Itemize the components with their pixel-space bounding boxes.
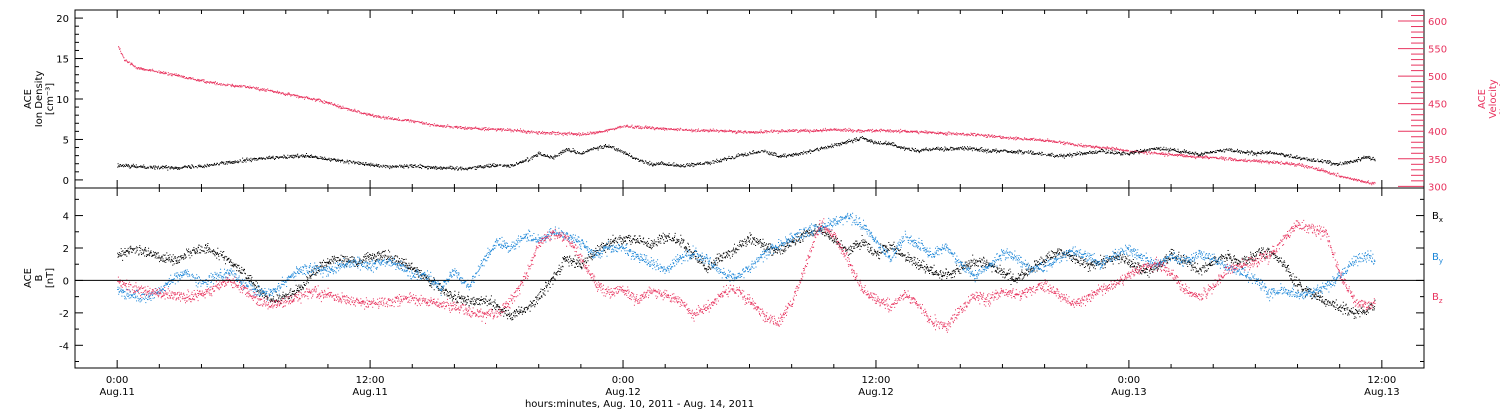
bx-series <box>117 224 1376 321</box>
x-tick-date: Aug.12 <box>858 387 893 398</box>
velocity-axis-title-line: ACE <box>1477 89 1488 109</box>
density-axis-title-line: Ion Density <box>34 71 45 128</box>
x-tick-date: Aug.13 <box>1111 387 1146 398</box>
b-tick-label: 2 <box>63 244 69 255</box>
x-axis-title: hours:minutes, Aug. 10, 2011 - Aug. 14, … <box>525 399 754 410</box>
b-tick-label: 0 <box>63 276 69 287</box>
density-tick-label: 5 <box>63 135 69 146</box>
velocity-tick-label: 450 <box>1428 100 1447 111</box>
x-tick-time: 0:00 <box>1118 375 1140 386</box>
velocity-tick-label: 550 <box>1428 45 1447 56</box>
velocity-series <box>118 46 1376 186</box>
axis-labels: hours:minutes, Aug. 10, 2011 - Aug. 14, … <box>23 71 1500 410</box>
axis-ticks: 0 5 10 15 20 300 350 400 450 500 550 600 -4 -2 0 2 4 0:00… <box>56 10 1447 398</box>
by-label: By <box>1432 252 1443 265</box>
bottom-panel-frame <box>74 187 1425 369</box>
b-tick-label: 4 <box>63 212 69 223</box>
x-tick-time: 0:00 <box>612 375 634 386</box>
b-axis-title-line: ACE <box>23 268 34 288</box>
density-axis-title: ACE Ion Density [cm⁻³] <box>23 71 56 128</box>
x-tick-date: Aug.12 <box>605 387 640 398</box>
x-tick-time: 12:00 <box>356 375 385 386</box>
density-axis-title-line: [cm⁻³] <box>45 83 56 115</box>
b-tick-label: -4 <box>59 341 69 352</box>
b-axis-title-line: B <box>34 274 45 281</box>
density-tick-label: 0 <box>63 176 69 187</box>
x-tick-time: 12:00 <box>862 375 891 386</box>
velocity-tick-label: 350 <box>1428 155 1447 166</box>
velocity-tick-label: 300 <box>1428 182 1447 193</box>
bx-label: Bx <box>1432 211 1443 224</box>
x-tick-time: 12:00 <box>1367 375 1396 386</box>
velocity-axis-title-line: Velocity <box>1488 79 1499 118</box>
velocity-tick-label: 600 <box>1428 17 1447 28</box>
top-panel-frame <box>74 9 1425 189</box>
bx-series-points <box>117 224 1376 321</box>
bz-label: Bz <box>1432 292 1443 305</box>
x-tick-time: 0:00 <box>106 375 128 386</box>
x-tick-date: Aug.11 <box>99 387 134 398</box>
velocity-series-points <box>118 46 1376 186</box>
ion-density-series <box>117 136 1376 171</box>
density-velocity-data <box>117 46 1376 186</box>
density-tick-label: 10 <box>56 95 69 106</box>
density-tick-label: 20 <box>56 14 69 25</box>
velocity-tick-label: 500 <box>1428 72 1447 83</box>
magnetic-field-data <box>117 212 1376 333</box>
x-tick-date: Aug.13 <box>1364 387 1399 398</box>
x-tick-date: Aug.11 <box>352 387 387 398</box>
b-axis-title-line: [nT] <box>45 268 56 288</box>
b-tick-label: -2 <box>59 309 69 320</box>
ion-density-series-points <box>117 136 1376 171</box>
density-axis-title-line: ACE <box>23 89 34 109</box>
b-axis-title: ACE B [nT] <box>23 268 56 288</box>
bz-series-points <box>117 218 1376 333</box>
velocity-tick-label: 400 <box>1428 127 1447 138</box>
density-tick-label: 15 <box>56 55 69 66</box>
bz-series <box>117 218 1376 333</box>
